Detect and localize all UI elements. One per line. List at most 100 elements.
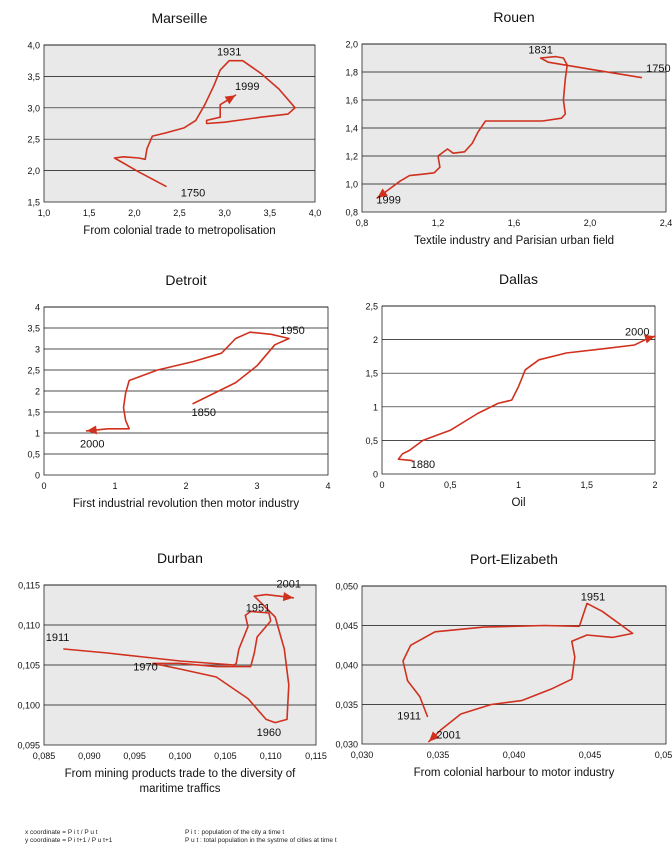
- rouen-chart-title: Rouen: [493, 9, 534, 25]
- footnote-y-coordinate: y coordinate = P i t+1 / P u t+1: [25, 837, 113, 844]
- rouen-x-tick-label: 2,4: [660, 218, 672, 228]
- port-elizabeth-y-tick-label: 0,045: [335, 621, 358, 631]
- detroit-x-tick-label: 0: [41, 481, 46, 491]
- dallas-x-tick-label: 0: [379, 480, 384, 490]
- marseille-y-tick-label: 1,5: [27, 198, 40, 208]
- marseille-x-tick-label: 4,0: [309, 208, 322, 218]
- durban-y-tick-label: 0,095: [17, 741, 40, 751]
- durban-x-axis-caption: maritime traffics: [140, 783, 221, 795]
- marseille-x-tick-label: 3,5: [264, 208, 277, 218]
- port-elizabeth-year-label: 1951: [581, 591, 605, 603]
- detroit-year-label: 1850: [192, 407, 216, 419]
- durban-y-tick-label: 0,100: [17, 701, 40, 711]
- rouen-x-tick-label: 1,6: [508, 218, 521, 228]
- rouen-y-tick-label: 1,8: [345, 68, 358, 78]
- detroit-arrowhead: [86, 425, 97, 435]
- port-elizabeth-x-tick-label: 0,040: [503, 750, 526, 760]
- marseille-x-tick-label: 1,5: [83, 208, 96, 218]
- rouen-y-tick-label: 1,2: [345, 152, 358, 162]
- detroit-x-tick-label: 4: [325, 481, 330, 491]
- marseille-year-label: 1999: [235, 81, 259, 93]
- port-elizabeth-trajectory-line: [402, 602, 634, 743]
- marseille-x-axis-caption: From colonial trade to metropolisation: [83, 225, 275, 237]
- dallas-arrowhead: [644, 334, 655, 344]
- dallas-y-tick-label: 0: [373, 470, 378, 480]
- detroit-y-tick-label: 2,5: [27, 366, 40, 376]
- dallas-plot-area: [381, 305, 656, 475]
- dallas-trajectory-line: [397, 335, 656, 462]
- marseille-year-label: 1931: [217, 46, 241, 58]
- marseille-x-tick-label: 2,5: [173, 208, 186, 218]
- dallas-y-tick-label: 0,5: [365, 436, 378, 446]
- detroit-y-tick-label: 0,5: [27, 450, 40, 460]
- port-elizabeth-y-tick-label: 0,040: [335, 661, 358, 671]
- port-elizabeth-chart-title: Port-Elizabeth: [470, 551, 558, 567]
- rouen-x-tick-label: 2,0: [584, 218, 597, 228]
- durban-x-tick-label: 0,115: [305, 751, 327, 761]
- rouen-arrowhead: [377, 188, 388, 198]
- marseille-year-label: 1750: [181, 188, 205, 200]
- durban-y-tick-label: 0,110: [18, 621, 40, 631]
- footnote-x-coordinate: x coordinate = P i t / P u t: [25, 829, 98, 836]
- marseille-y-tick-label: 3,0: [27, 103, 40, 113]
- marseille-x-tick-label: 1,0: [38, 208, 51, 218]
- marseille-chart-title: Marseille: [151, 10, 207, 26]
- durban-arrowhead: [282, 592, 294, 602]
- detroit-x-tick-label: 1: [112, 481, 117, 491]
- detroit-y-tick-label: 0: [35, 471, 40, 481]
- dallas-year-label: 2000: [625, 327, 649, 339]
- durban-year-label: 1960: [257, 727, 281, 739]
- port-elizabeth-x-tick-label: 0,035: [427, 750, 450, 760]
- durban-year-label: 2001: [277, 578, 301, 590]
- durban-x-tick-label: 0,105: [214, 751, 237, 761]
- marseille-y-tick-label: 2,0: [27, 166, 40, 176]
- rouen-trajectory-line: [376, 55, 643, 199]
- rouen-y-tick-label: 1,4: [345, 124, 358, 134]
- detroit-chart-title: Detroit: [165, 272, 206, 288]
- dallas-x-tick-label: 2: [652, 480, 657, 490]
- rouen-year-label: 1750: [646, 63, 670, 75]
- port-elizabeth-y-tick-label: 0,035: [335, 700, 358, 710]
- dallas-x-tick-label: 1,5: [580, 480, 593, 490]
- port-elizabeth-x-tick-label: 0,050: [655, 750, 672, 760]
- dallas-x-tick-label: 1: [516, 480, 521, 490]
- durban-year-label: 1951: [246, 602, 270, 614]
- rouen-x-axis-caption: Textile industry and Parisian urban fiel…: [414, 235, 614, 247]
- durban-x-tick-label: 0,085: [33, 751, 56, 761]
- rouen-x-tick-label: 1,2: [432, 218, 445, 228]
- footnote-put-definition: P u t : total population in the systme o…: [185, 837, 337, 844]
- marseille-arrowhead: [224, 95, 236, 105]
- detroit-year-label: 1950: [280, 325, 304, 337]
- durban-y-tick-label: 0,105: [17, 661, 40, 671]
- rouen-chart: Rouen 0,8 1,0 1,2 1,4 1,6 1,8 2,0 0,8 1,2 1,6 2,0 2,…: [345, 9, 672, 247]
- dallas-x-axis-caption: Oil: [511, 497, 525, 509]
- marseille-x-tick-label: 2,0: [128, 208, 141, 218]
- durban-x-tick-label: 0,095: [123, 751, 146, 761]
- port-elizabeth-x-axis-caption: From colonial harbour to motor industry: [414, 767, 615, 779]
- port-elizabeth-year-label: 2001: [436, 730, 460, 742]
- durban-y-tick-label: 0,115: [18, 581, 40, 591]
- marseille-plot-area: [43, 44, 316, 203]
- detroit-trajectory-line: [85, 331, 290, 432]
- detroit-y-tick-label: 1,5: [27, 408, 40, 418]
- detroit-x-axis-caption: First industrial revolution then motor i…: [73, 498, 300, 510]
- detroit-y-tick-label: 4: [35, 303, 40, 313]
- port-elizabeth-y-tick-label: 0,050: [335, 582, 358, 592]
- durban-x-tick-label: 0,110: [260, 751, 282, 761]
- dallas-x-tick-label: 0,5: [444, 480, 457, 490]
- detroit-y-tick-label: 3: [35, 345, 40, 355]
- durban-year-label: 1970: [133, 662, 157, 674]
- dallas-y-tick-label: 1: [373, 402, 378, 412]
- dallas-y-tick-label: 2: [373, 335, 378, 345]
- detroit-y-tick-label: 1: [35, 429, 40, 439]
- marseille-y-tick-label: 3,5: [27, 72, 40, 82]
- detroit-year-label: 2000: [80, 439, 104, 451]
- dallas-chart: Dallas 0 0,5 1 1,5 2 2,5 0 0,5 1 1,5 2 Oil 2000 1880: [365, 271, 657, 509]
- detroit-y-tick-label: 3,5: [27, 324, 40, 334]
- port-elizabeth-x-tick-label: 0,045: [579, 750, 602, 760]
- rouen-year-label: 1831: [528, 45, 552, 57]
- marseille-y-tick-label: 4,0: [27, 41, 40, 51]
